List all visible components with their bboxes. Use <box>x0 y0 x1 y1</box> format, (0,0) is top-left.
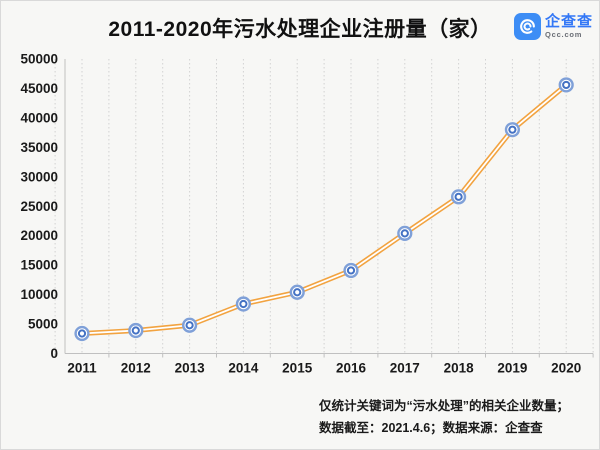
data-point-marker-inner <box>400 229 409 238</box>
logo-text: 企查查 Qcc.com <box>545 14 593 39</box>
footnote-line-2: 数据截至：2021.4.6；数据来源：企查查 <box>319 421 543 435</box>
logo-brand-domain: Qcc.com <box>544 30 583 40</box>
y-axis-tick-label: 15000 <box>20 258 58 273</box>
data-point-marker-inner <box>77 329 87 338</box>
data-point-marker-inner <box>131 326 140 335</box>
y-axis-tick-label: 35000 <box>20 140 58 155</box>
data-point-marker-inner <box>239 299 248 309</box>
x-axis-tick-label: 2012 <box>121 361 151 376</box>
x-axis-tick-label: 2019 <box>497 361 527 376</box>
qcc-spiral-icon <box>513 13 541 40</box>
y-axis-tick-label: 5000 <box>28 317 58 332</box>
x-axis-tick-label: 2013 <box>175 361 206 376</box>
y-axis-tick-label: 45000 <box>20 81 58 96</box>
y-axis-tick-label: 0 <box>50 346 58 361</box>
data-point-marker-inner <box>293 288 302 297</box>
data-point-marker-inner <box>454 192 463 201</box>
qcc-logo: 企查查 Qcc.com <box>513 13 593 40</box>
x-axis-tick-label: 2018 <box>444 361 475 376</box>
footnote: 仅统计关键词为“污水处理”的相关企业数量； 数据截至：2021.4.6；数据来源… <box>319 395 569 439</box>
x-axis-tick-label: 2015 <box>282 361 313 376</box>
x-axis-tick-label: 2017 <box>390 361 420 376</box>
x-axis-tick-label: 2020 <box>551 361 581 376</box>
header: 2011-2020年污水处理企业注册量（家） 企查查 Qcc.com <box>1 11 599 51</box>
x-axis-tick-label: 2014 <box>228 361 259 376</box>
x-axis-tick-label: 2016 <box>336 361 367 376</box>
y-axis-tick-label: 50000 <box>20 52 58 67</box>
logo-brand-name: 企查查 <box>544 13 593 31</box>
y-axis-tick-label: 10000 <box>20 287 58 302</box>
data-point-marker-inner <box>508 125 517 134</box>
page-title: 2011-2020年污水处理企业注册量（家） <box>108 18 492 41</box>
y-axis-tick-label: 20000 <box>20 228 58 243</box>
y-axis-tick-label: 40000 <box>20 110 58 125</box>
series-line-core <box>81 84 567 335</box>
y-axis-tick-label: 25000 <box>20 199 58 214</box>
data-point-marker-inner <box>185 321 194 330</box>
data-point-marker-inner <box>562 80 571 90</box>
footnote-line-1: 仅统计关键词为“污水处理”的相关企业数量； <box>319 399 570 413</box>
data-point-marker-inner <box>346 266 356 275</box>
x-axis-tick-label: 2011 <box>67 361 97 376</box>
y-axis-tick-label: 30000 <box>20 169 58 184</box>
